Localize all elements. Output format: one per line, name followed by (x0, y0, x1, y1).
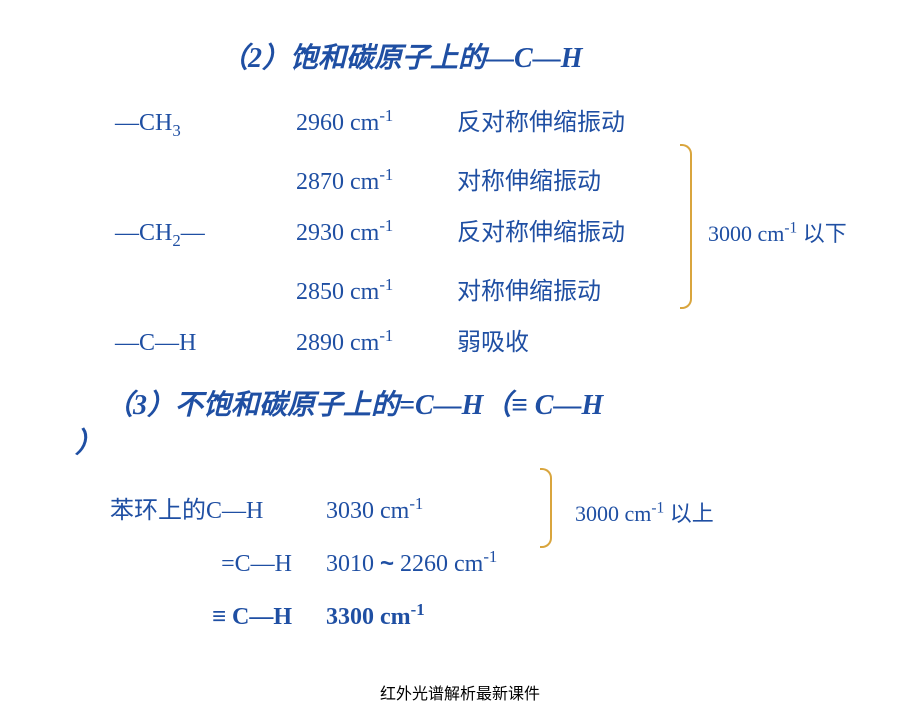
table-row: —C—H 2890 cm-1 弱吸收 (115, 314, 920, 365)
table-row: =C—H 3010 ~ 2260 cm-1 (110, 534, 920, 587)
table-row: —CH3 2960 cm-1 反对称伸缩振动 (115, 94, 920, 153)
heading-suffix: —C—H (486, 43, 582, 74)
heading-text: （2）饱和碳原子上的 (220, 43, 486, 74)
table-row: 2870 cm-1 对称伸缩振动 (115, 153, 920, 204)
side-note-2: 3000 cm-1 以下 (708, 216, 847, 248)
side-note-3: 3000 cm-1 以上 (575, 496, 714, 528)
bracket-icon (540, 468, 552, 548)
section-3-heading-continued: ） (75, 421, 920, 461)
section-3-heading: （3）不饱和碳原子上的=C—H（≡ C—H (105, 383, 920, 423)
section-3-data: 苯环上的C—H 3030 cm-1 =C—H 3010 ~ 2260 cm-1 … (110, 481, 920, 640)
table-row: 2850 cm-1 对称伸缩振动 (115, 263, 920, 314)
bracket-icon (680, 144, 692, 309)
table-row: ≡ C—H 3300 cm-1 (110, 587, 920, 640)
section-2-heading: （2）饱和碳原子上的—C—H (220, 36, 920, 76)
slide-footer: 红外光谱解析最新课件 (0, 680, 920, 704)
table-row: 苯环上的C—H 3030 cm-1 (110, 481, 920, 534)
